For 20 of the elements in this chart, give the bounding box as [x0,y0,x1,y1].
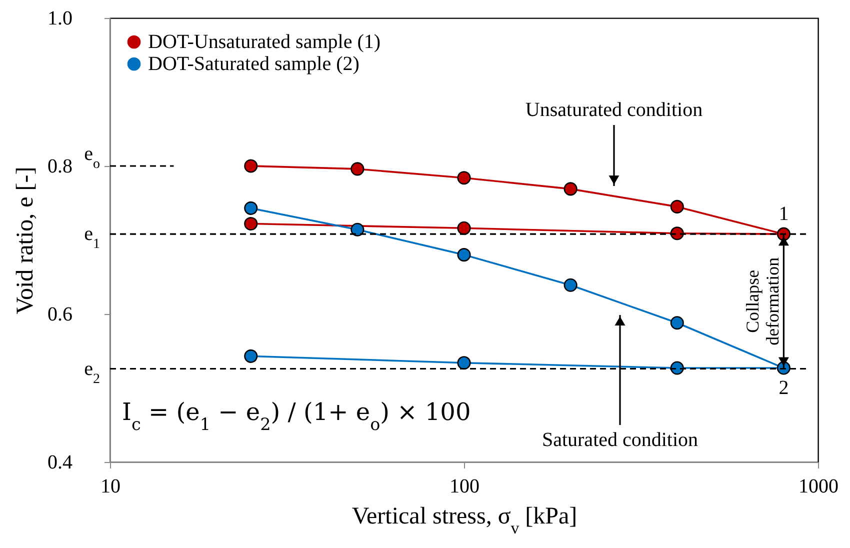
annotation: Unsaturated condition [525,99,703,121]
x-tick-label: 1000 [798,476,838,498]
y-tick-label: 0.4 [48,452,72,474]
y-axis-title: Void ratio, e [-] [12,166,38,314]
annotation: Collapse deformation [742,257,783,346]
ref-line-label: e$_{2}$ [84,358,100,386]
y-tick-label: 1.0 [48,8,72,30]
x-tick-label: 10 [100,476,120,498]
y-tick-label: 0.8 [48,156,72,178]
annotation: Saturated condition [542,429,698,451]
legend-label: DOT-Saturated sample (2) [148,53,360,75]
text: I$_{c}$ = (e$_{1}$ − e$_{2}$) / (1+ e$_{o}$) × 100 [122,398,471,434]
x-axis-title: Vertical stress, σ$_{v}$ [kPa] [352,504,578,537]
annotation: 2 [778,377,789,400]
legend-label: DOT-Unsaturated sample (1) [148,31,381,53]
ref-line-label: e$_{1}$ [84,223,100,252]
x-tick-label: 100 [450,476,480,498]
annotation: 1 [778,203,789,226]
y-tick-label: 0.6 [48,304,72,326]
ref-line-label: e$_{o}$ [84,143,100,172]
